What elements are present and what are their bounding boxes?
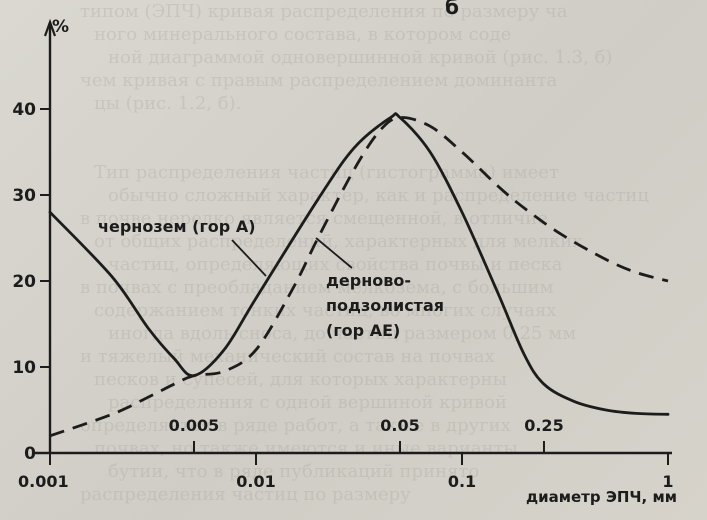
- x-tick-label-bottom: 0.01: [236, 472, 275, 491]
- x-tick-label-top: 0.05: [380, 416, 419, 435]
- x-tick-label-top: 0.005: [169, 416, 220, 435]
- bleed-through-line: распределения с одной вершиной кривой: [108, 392, 508, 413]
- bleed-through-text: типом (ЭПЧ) кривая распределения по разм…: [80, 1, 649, 505]
- series-group: [48, 112, 670, 438]
- bleed-through-line: Тип распределения частиц (гистограмма) и…: [94, 162, 559, 183]
- bleed-through-line: содержанием тонких частиц, во многих слу…: [94, 300, 557, 321]
- bleed-through-line: иногда вдоль сноса, до частиц размером 0…: [108, 323, 577, 344]
- x-tick-label-bottom: 0.001: [18, 472, 69, 491]
- bleed-through-line: частиц, определяющих свойства почвы и пе…: [108, 254, 563, 275]
- annotation-sod-podzolic-1: дерново-: [326, 271, 411, 290]
- annotation-sod-podzolic-3: (гор АЕ): [326, 321, 400, 340]
- panel-label: б: [445, 0, 459, 19]
- y-tick-label: 0: [24, 444, 36, 464]
- x-tick-label-bottom: 1: [662, 472, 673, 491]
- bleed-through-line: от общих распределений, характерных для …: [94, 231, 583, 252]
- annotations: чернозем (гор А) дерново-подзолистая (гор …: [98, 217, 444, 340]
- y-tick-label: 30: [12, 186, 36, 206]
- y-tick-label: 20: [12, 272, 36, 292]
- axes: 0 10 20 30 40 0.001 0.01 0.1 1 0.005 0.05 0.25: [12, 18, 674, 491]
- x-axis-label: диаметр ЭПЧ, мм: [526, 488, 677, 506]
- bleed-through-line: в почве нередко является смещенной, в от…: [80, 208, 548, 229]
- bleed-through-line: ного минерального состава, в котором сод…: [94, 24, 512, 45]
- bleed-through-line: распределения частиц по размеру: [80, 484, 411, 505]
- y-axis-label: %: [52, 17, 69, 37]
- series-sod-podzolic-line: [49, 116, 669, 438]
- y-tick-label: 40: [12, 100, 36, 120]
- leader-line-sod-podzolic: [315, 237, 353, 269]
- annotation-chernozem: чернозем (гор А): [98, 217, 256, 236]
- series-chernozem-line: [48, 112, 670, 416]
- bleed-through-line: ной диаграммой одновершинной кривой (рис…: [108, 47, 613, 68]
- y-tick-label: 10: [12, 358, 36, 378]
- bleed-through-line: определяется в ряде работ, а также в дру…: [80, 415, 511, 436]
- bleed-through-line: в почвах с преобладанием мелкозема, с бо…: [80, 277, 554, 298]
- bleed-through-line: цы (рис. 1.2, б).: [94, 93, 242, 114]
- bleed-through-line: обычно сложный характер, как и распредел…: [108, 185, 649, 206]
- annotation-sod-podzolic-2: подзолистая: [326, 296, 444, 315]
- bleed-through-line: чем кривая с правым распределением домин…: [80, 70, 558, 91]
- x-tick-label-top: 0.25: [524, 416, 563, 435]
- y-axis-arrow: [43, 18, 57, 37]
- bleed-through-line: типом (ЭПЧ) кривая распределения по разм…: [80, 1, 568, 22]
- x-tick-label-bottom: 0.1: [448, 472, 476, 491]
- leader-line-chernozem: [231, 239, 267, 277]
- bleed-through-line: бутии, что в ряде публикаций принято: [108, 461, 480, 482]
- bleed-through-line: и тяжелый механический состав на почвах: [80, 346, 495, 367]
